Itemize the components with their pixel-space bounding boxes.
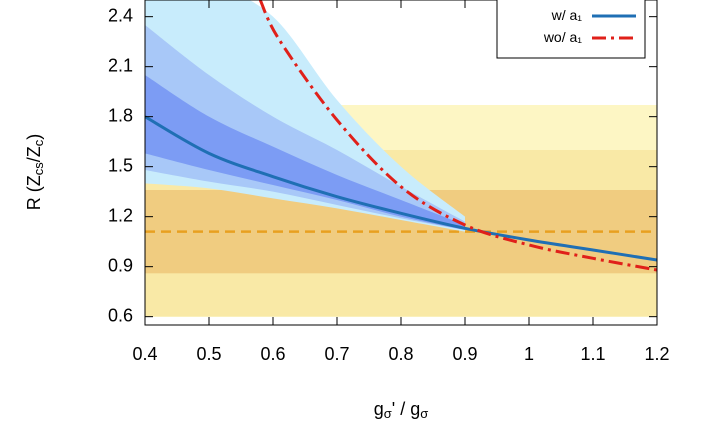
x-tick-label: 1 — [524, 344, 534, 364]
x-tick-label: 0.5 — [196, 344, 221, 364]
legend-label: wo/ a₁ — [543, 29, 582, 45]
x-tick-label: 0.7 — [324, 344, 349, 364]
y-tick-label: 0.6 — [108, 305, 133, 325]
x-tick-label: 0.9 — [452, 344, 477, 364]
plot-area — [145, 0, 657, 317]
y-tick-label: 1.2 — [108, 205, 133, 225]
x-tick-label: 0.4 — [132, 344, 157, 364]
x-axis-label: gσ​' / gσ​ — [374, 399, 428, 422]
legend-box — [496, 0, 646, 59]
x-tick-label: 1.1 — [580, 344, 605, 364]
axes: 0.4 0.5 0.6 0.7 0.8 0.9 1 1.1 1.2 0.6 0.9 1.2 1.5 1.8… — [108, 0, 670, 364]
legend-label: w/ a₁ — [551, 7, 583, 23]
y-tick-label: 1.5 — [108, 155, 133, 175]
y-tick-label: 2.1 — [108, 55, 133, 75]
x-tick-label: 1.2 — [644, 344, 669, 364]
y-tick-label: 1.8 — [108, 105, 133, 125]
x-tick-label: 0.6 — [260, 344, 285, 364]
legend: w/ a₁ wo/ a₁ — [496, 0, 646, 59]
y-axis-label: R (Zcs​/Zc​) — [24, 134, 47, 210]
series-line — [145, 115, 657, 262]
x-tick-label: 0.8 — [388, 344, 413, 364]
y-tick-label: 2.4 — [108, 5, 133, 25]
series-line — [258, 0, 657, 272]
error-band — [145, 25, 465, 230]
y-tick-label: 0.9 — [108, 255, 133, 275]
